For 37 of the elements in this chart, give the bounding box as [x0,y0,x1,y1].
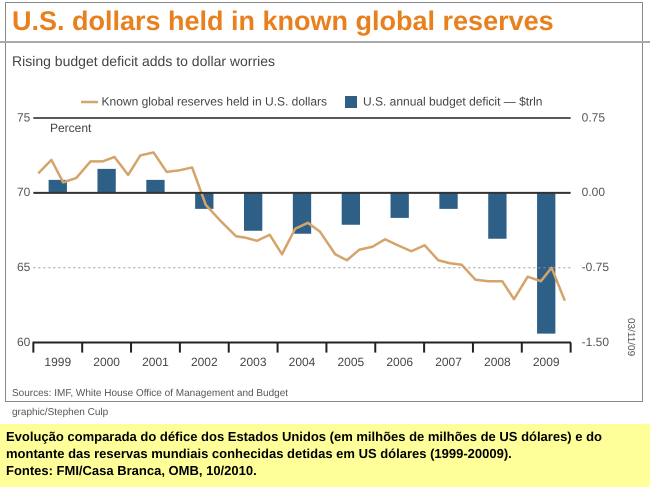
legend-label: U.S. annual budget deficit — $trln [363,94,542,108]
x-tick-label: 2002 [190,355,218,370]
bar [488,192,507,239]
bar [342,192,360,225]
y-axis-title: Percent [50,121,92,135]
bar [390,192,409,218]
y2-tick-label: -1.50 [582,334,610,349]
chart-title: U.S. dollars held in known global reserves [12,6,554,37]
y-tick-label: 65 [16,260,31,274]
text: 03/11/09 [625,318,636,356]
x-tick-label: 2004 [288,355,316,370]
y2-tick-label: 0.75 [582,110,606,124]
x-tick-label: 2007 [435,355,462,370]
y-tick-label: 60 [16,334,31,349]
bar [439,192,458,209]
x-tick-label: 2005 [337,355,365,370]
x-tick-label: 2009 [532,355,560,370]
chart-subtitle: Rising budget deficit adds to dollar worries [12,53,276,69]
bar [146,180,165,193]
x-tick-label: 2001 [142,355,170,370]
source-note: Sources: IMF, White House Office of Management and Budget [12,388,288,399]
x-tick-label: 2000 [93,355,120,370]
text: Fontes: FMI/Casa Branca, OMB, 10/2010. [5,462,258,479]
legend-label: Known global reserves held in U.S. dollars [102,94,328,108]
x-tick-label: 2006 [386,355,414,370]
x-tick-label: 1999 [44,355,72,370]
y-tick-label: 70 [16,185,31,200]
text: Evolução comparada do défice dos Estados Unidos (em milhões de milhões de US dólares) e do montante das reservas mundiais conhecidas detidas em US dólares (1999-20009). [5,428,603,462]
y2-tick-label: -0.75 [582,260,610,274]
text: graphic/Stephen Culp [12,407,108,418]
x-tick-label: 2008 [484,355,512,370]
bar [537,192,556,334]
y2-tick-label: 0.00 [582,185,606,200]
y-tick-label: 75 [16,110,31,124]
bar [244,192,262,231]
bar [97,168,116,193]
x-tick-label: 2003 [240,355,267,370]
